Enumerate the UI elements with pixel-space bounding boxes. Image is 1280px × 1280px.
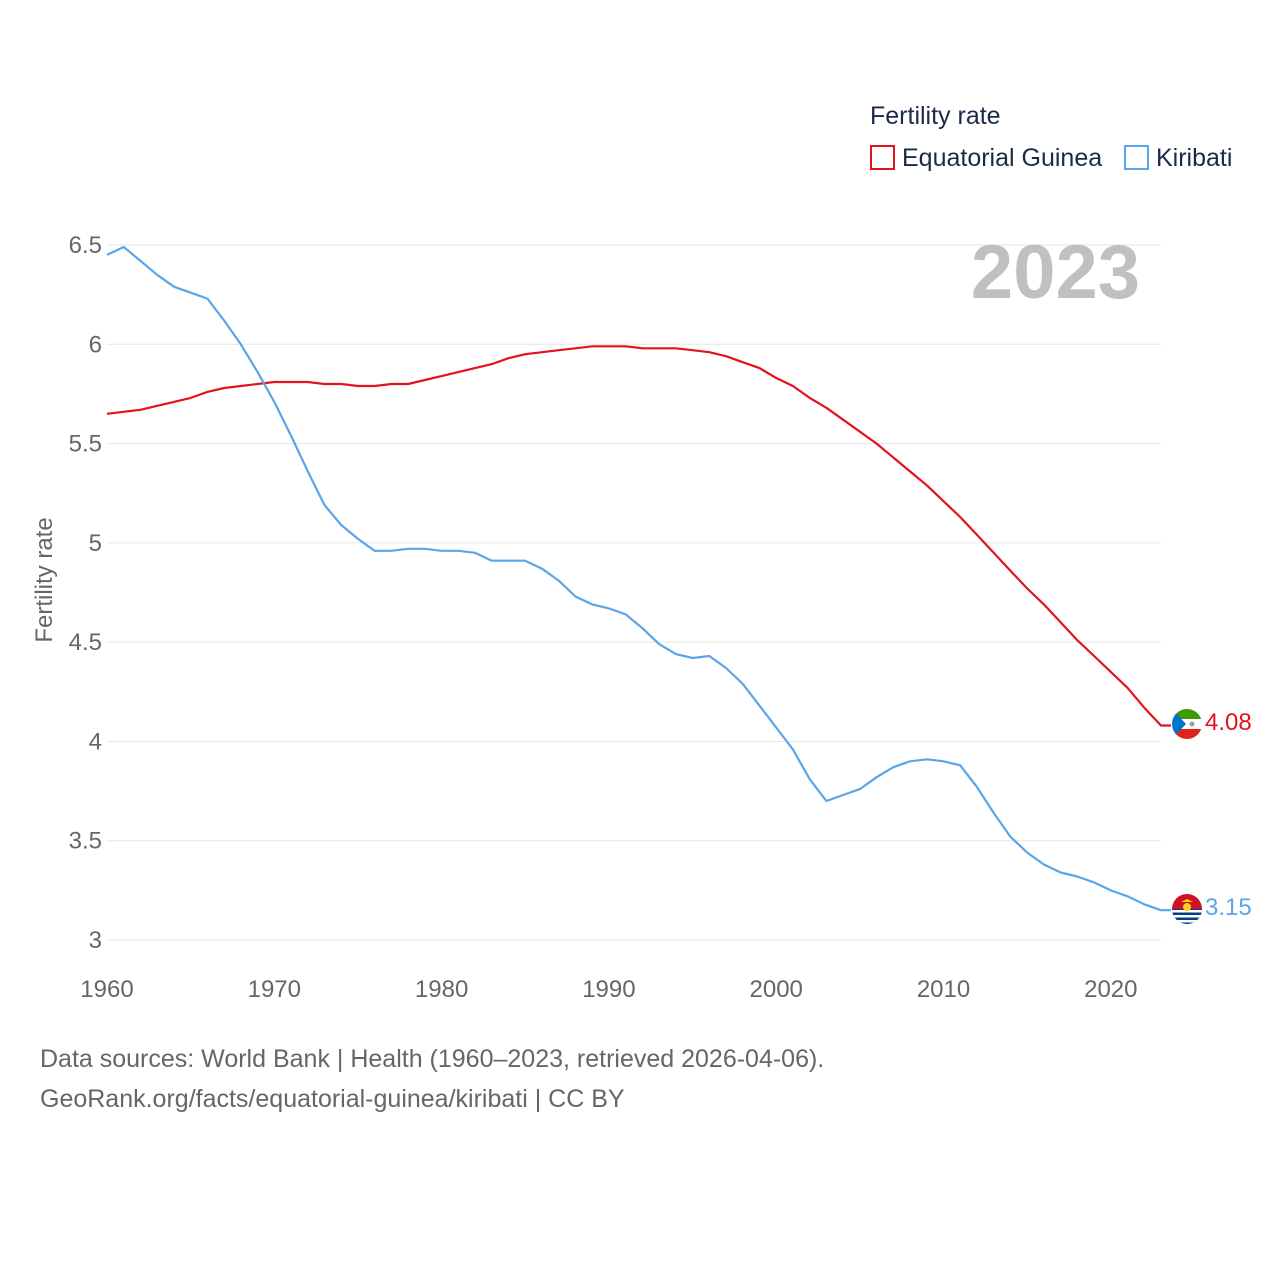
end-value-label-kiribati: 3.15 xyxy=(1205,894,1252,921)
kiribati-flag-icon xyxy=(1172,894,1202,924)
x-tick-label: 2010 xyxy=(917,976,970,1003)
x-tick-label: 1980 xyxy=(415,976,468,1003)
x-axis-ticks: 1960 1970 1980 1990 2000 2010 2020 xyxy=(80,976,1137,1003)
y-tick-label: 4 xyxy=(89,728,102,755)
end-value-label-equatorial-guinea: 4.08 xyxy=(1205,709,1252,736)
legend-label-kiribati: Kiribati xyxy=(1156,144,1232,172)
legend-swatch-equatorial-guinea xyxy=(870,145,895,170)
footer-attribution[interactable]: GeoRank.org/facts/equatorial-guinea/kiri… xyxy=(40,1085,625,1113)
year-label: 2023 xyxy=(971,230,1140,315)
y-axis-ticks: 3 3.5 4 4.5 5 5.5 6 6.5 xyxy=(69,232,102,954)
legend-item-equatorial-guinea[interactable]: Equatorial Guinea xyxy=(870,144,1102,172)
series-line-equatorial-guinea[interactable] xyxy=(106,345,1171,727)
footer-sources: Data sources: World Bank | Health (1960–… xyxy=(40,1045,825,1073)
legend-title: Fertility rate xyxy=(870,102,1001,130)
y-tick-label: 3.5 xyxy=(69,828,102,855)
y-tick-label: 5.5 xyxy=(69,431,102,458)
x-tick-label: 1990 xyxy=(582,976,635,1003)
y-tick-label: 4.5 xyxy=(69,629,102,656)
equatorial-guinea-flag-icon xyxy=(1172,709,1202,739)
legend-item-kiribati[interactable]: Kiribati xyxy=(1124,144,1232,172)
x-tick-label: 1960 xyxy=(80,976,133,1003)
y-tick-label: 6 xyxy=(89,331,102,358)
y-tick-label: 5 xyxy=(89,530,102,557)
gridlines xyxy=(107,244,1161,941)
y-tick-label: 6.5 xyxy=(69,232,102,259)
x-tick-label: 2000 xyxy=(750,976,803,1003)
x-tick-label: 2020 xyxy=(1084,976,1137,1003)
legend: Fertility rate Equatorial Guinea Kiribat… xyxy=(870,102,1232,172)
series-line-kiribati[interactable] xyxy=(106,245,1171,912)
legend-swatch-kiribati xyxy=(1124,145,1149,170)
legend-label-equatorial-guinea: Equatorial Guinea xyxy=(902,144,1102,172)
y-axis-title: Fertility rate xyxy=(31,517,58,642)
x-tick-label: 1970 xyxy=(248,976,301,1003)
y-tick-label: 3 xyxy=(89,927,102,954)
